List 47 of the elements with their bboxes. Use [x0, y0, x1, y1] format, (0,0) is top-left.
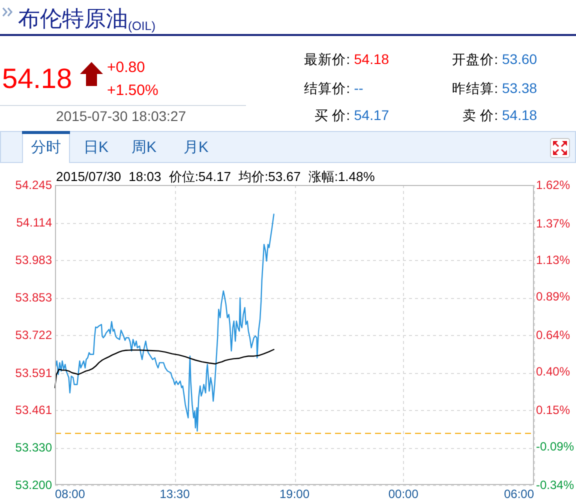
y-tick-label: 53.722: [15, 328, 52, 342]
x-tick-label: 08:00: [55, 487, 86, 499]
y2-tick-label: -0.34%: [536, 478, 574, 492]
y-tick-label: 53.853: [15, 290, 52, 305]
chart-subtitle: 2015/07/30 18:03 价位:54.17 均价:53.67 涨幅:1.48%: [56, 169, 376, 184]
y-tick-label: 53.461: [15, 403, 52, 418]
y2-tick-label: 0.40%: [536, 364, 570, 379]
text: 最新价:: [304, 52, 350, 67]
y2-tick-label: 0.15%: [536, 403, 570, 417]
text: --: [354, 80, 364, 96]
x-tick-label: 13:30: [160, 487, 190, 499]
text: 结算价:: [304, 81, 350, 96]
line-series: [55, 214, 274, 432]
y2-tick-label: 1.13%: [536, 253, 570, 267]
chart-title: 布伦特原油$_{(OIL)}$: [18, 6, 156, 33]
line-series: [54, 348, 274, 388]
text: 日K: [83, 139, 109, 156]
y2-tick-label: 1.37%: [536, 216, 570, 230]
tab-selected: 分时: [22, 131, 70, 164]
text: 54.18: [354, 51, 390, 67]
text: 54.17: [354, 107, 390, 123]
text: 54.18: [2, 63, 72, 94]
text: 月K: [183, 139, 209, 156]
text: +1.50%: [107, 82, 158, 99]
y-tick-label: 54.245: [15, 178, 52, 192]
y-tick-label: 53.330: [15, 440, 52, 455]
x-tick-label: 19:00: [279, 487, 310, 499]
y2-tick-label: 0.64%: [536, 328, 570, 342]
text: 周K: [131, 139, 157, 156]
text: 53.60: [502, 51, 538, 67]
y-tick-label: 53.200: [15, 478, 52, 492]
x-tick-label: 00:00: [388, 487, 419, 499]
text: 54.18: [502, 107, 538, 123]
text: 53.38: [502, 80, 538, 96]
y2-tick-label: 1.62%: [536, 178, 570, 192]
text: 开盘价:: [452, 52, 498, 67]
y2-tick-label: -0.09%: [536, 440, 574, 454]
y-tick-label: 53.591: [15, 366, 52, 380]
y2-tick-label: 0.89%: [536, 290, 570, 304]
y-tick-label: 54.114: [16, 216, 52, 230]
x-tick-label: 06:00: [504, 487, 534, 499]
text: 买 价:: [314, 108, 350, 123]
text: +0.80: [107, 59, 145, 76]
text: 卖 价:: [462, 108, 498, 123]
y-tick-label: 53.983: [15, 253, 52, 268]
text: 2015-07-30 18:03:27: [56, 108, 186, 124]
text: 昨结算:: [452, 81, 498, 96]
